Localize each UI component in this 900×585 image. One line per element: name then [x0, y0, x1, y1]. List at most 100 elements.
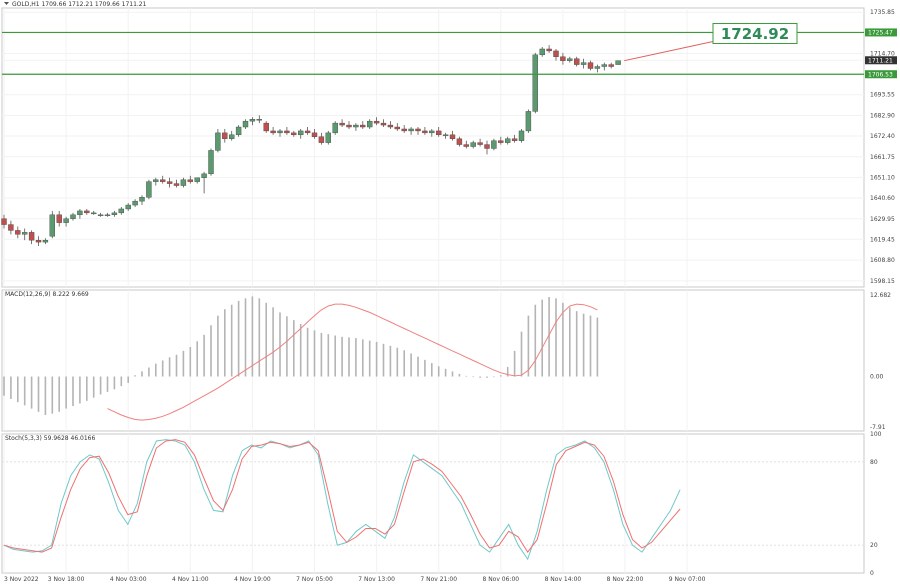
macd-histogram-bar — [141, 371, 143, 377]
price-level-tag-label: 1725.47 — [868, 30, 893, 37]
macd-histogram-bar — [479, 376, 481, 378]
macd-histogram-bar — [258, 298, 261, 377]
stoch-main-line — [3, 439, 681, 561]
last-price-tag — [865, 56, 897, 65]
macd-histogram-bar — [458, 373, 461, 377]
macd-histogram-bar — [506, 366, 509, 377]
macd-histogram-bar — [244, 298, 247, 377]
price-level-tag-label: 1706.53 — [868, 71, 893, 78]
macd-histogram-bar — [520, 331, 523, 377]
macd-histogram-bar — [196, 341, 198, 377]
candle-body — [277, 130, 283, 134]
candle-body — [525, 111, 532, 132]
candle-body — [97, 214, 104, 217]
candle-body — [470, 142, 476, 147]
candle-body — [367, 120, 373, 128]
last-price-tag-label: 1711.21 — [868, 57, 893, 64]
candle-body — [173, 183, 180, 186]
price-level-tag — [865, 70, 897, 79]
candle-body — [318, 136, 325, 143]
time-axis-label: 4 Nov 19:00 — [234, 576, 271, 583]
macd-histogram-bar — [424, 359, 426, 377]
macd-histogram-bar — [500, 375, 502, 377]
price-tick-label: 1682.90 — [870, 113, 895, 120]
candle-body — [594, 66, 601, 69]
candle-body — [477, 142, 483, 145]
macd-histogram-bar — [569, 307, 571, 377]
macd-histogram-bar — [155, 363, 157, 377]
candle-body — [505, 138, 511, 143]
macd-histogram-bar — [375, 341, 378, 377]
macd-tick-label: 0.00 — [870, 374, 884, 381]
macd-histogram-bar — [92, 376, 95, 398]
candle-body — [15, 230, 21, 235]
time-axis-label: 4 Nov 03:00 — [110, 576, 147, 583]
macd-histogram-bar — [175, 354, 178, 377]
candle-body — [553, 50, 559, 57]
macd-histogram-bar — [396, 347, 399, 377]
stoch-tick-label: 100 — [870, 431, 882, 438]
candle-body — [194, 177, 200, 182]
stoch-title: Stoch(5,3,3) 59.9628 46.0166 — [5, 435, 96, 442]
macd-histogram-bar — [224, 309, 226, 377]
macd-histogram-bar — [251, 296, 254, 377]
macd-histogram-bar — [230, 304, 233, 377]
candle-body — [304, 130, 311, 134]
candle-body — [49, 214, 55, 237]
macd-histogram-bar — [362, 339, 364, 377]
macd-histogram-bar — [217, 315, 219, 377]
candle-body — [311, 132, 318, 137]
candle-body — [42, 239, 49, 243]
macd-histogram-bar — [279, 312, 281, 377]
macd-histogram-bar — [286, 316, 288, 377]
macd-histogram-bar — [382, 343, 385, 377]
macd-histogram-bar — [237, 300, 240, 377]
candle-body — [146, 181, 152, 198]
macd-histogram-bar — [313, 330, 316, 377]
candle-body — [574, 58, 580, 65]
candle-body — [449, 134, 456, 139]
candle-body — [1, 218, 7, 225]
price-tick-label: 1714.70 — [870, 50, 895, 57]
price-tick-label: 1598.15 — [870, 278, 895, 285]
price-tick-label: 1619.45 — [870, 236, 895, 243]
macd-signal-line — [107, 303, 598, 421]
candle-body — [511, 138, 518, 141]
macd-histogram-bar — [293, 320, 295, 377]
candle-body — [70, 214, 76, 219]
candle-body — [77, 210, 83, 216]
macd-histogram-bar — [203, 334, 205, 377]
candle-body — [90, 212, 97, 215]
candle-body — [532, 54, 538, 112]
macd-histogram-bar — [72, 376, 74, 407]
time-axis-label: 8 Nov 06:00 — [482, 576, 519, 583]
macd-histogram-bar — [106, 376, 109, 392]
time-axis-label: 8 Nov 14:00 — [545, 576, 582, 583]
macd-histogram-bar — [437, 366, 440, 377]
candle-body — [436, 130, 442, 136]
macd-histogram-bar — [527, 315, 530, 377]
candle-body — [180, 179, 187, 186]
candle-body — [608, 64, 614, 67]
price-tick-label: 1640.60 — [870, 195, 895, 202]
candle-body — [394, 126, 400, 130]
symbol-header: GOLD,H1 1709.66 1712.21 1709.66 1711.21 — [12, 1, 147, 8]
candle-body — [587, 62, 594, 69]
stoch-tick-label: 80 — [870, 459, 878, 466]
candle-body — [546, 48, 552, 52]
candle-body — [153, 179, 159, 182]
macd-histogram-bar — [451, 371, 454, 377]
macd-tick-label: 12.682 — [870, 292, 891, 299]
macd-histogram-bar — [127, 376, 129, 383]
candle-body — [22, 232, 28, 235]
macd-histogram-bar — [99, 376, 102, 395]
candle-body — [353, 124, 359, 128]
candle-body — [215, 132, 221, 151]
macd-histogram-bar — [37, 376, 40, 412]
macd-title: MACD(12,26,9) 8.222 9.669 — [5, 291, 89, 298]
candle-body — [159, 179, 166, 182]
macd-histogram-bar — [548, 297, 550, 377]
candle-body — [339, 122, 345, 126]
candle-body — [463, 144, 469, 147]
